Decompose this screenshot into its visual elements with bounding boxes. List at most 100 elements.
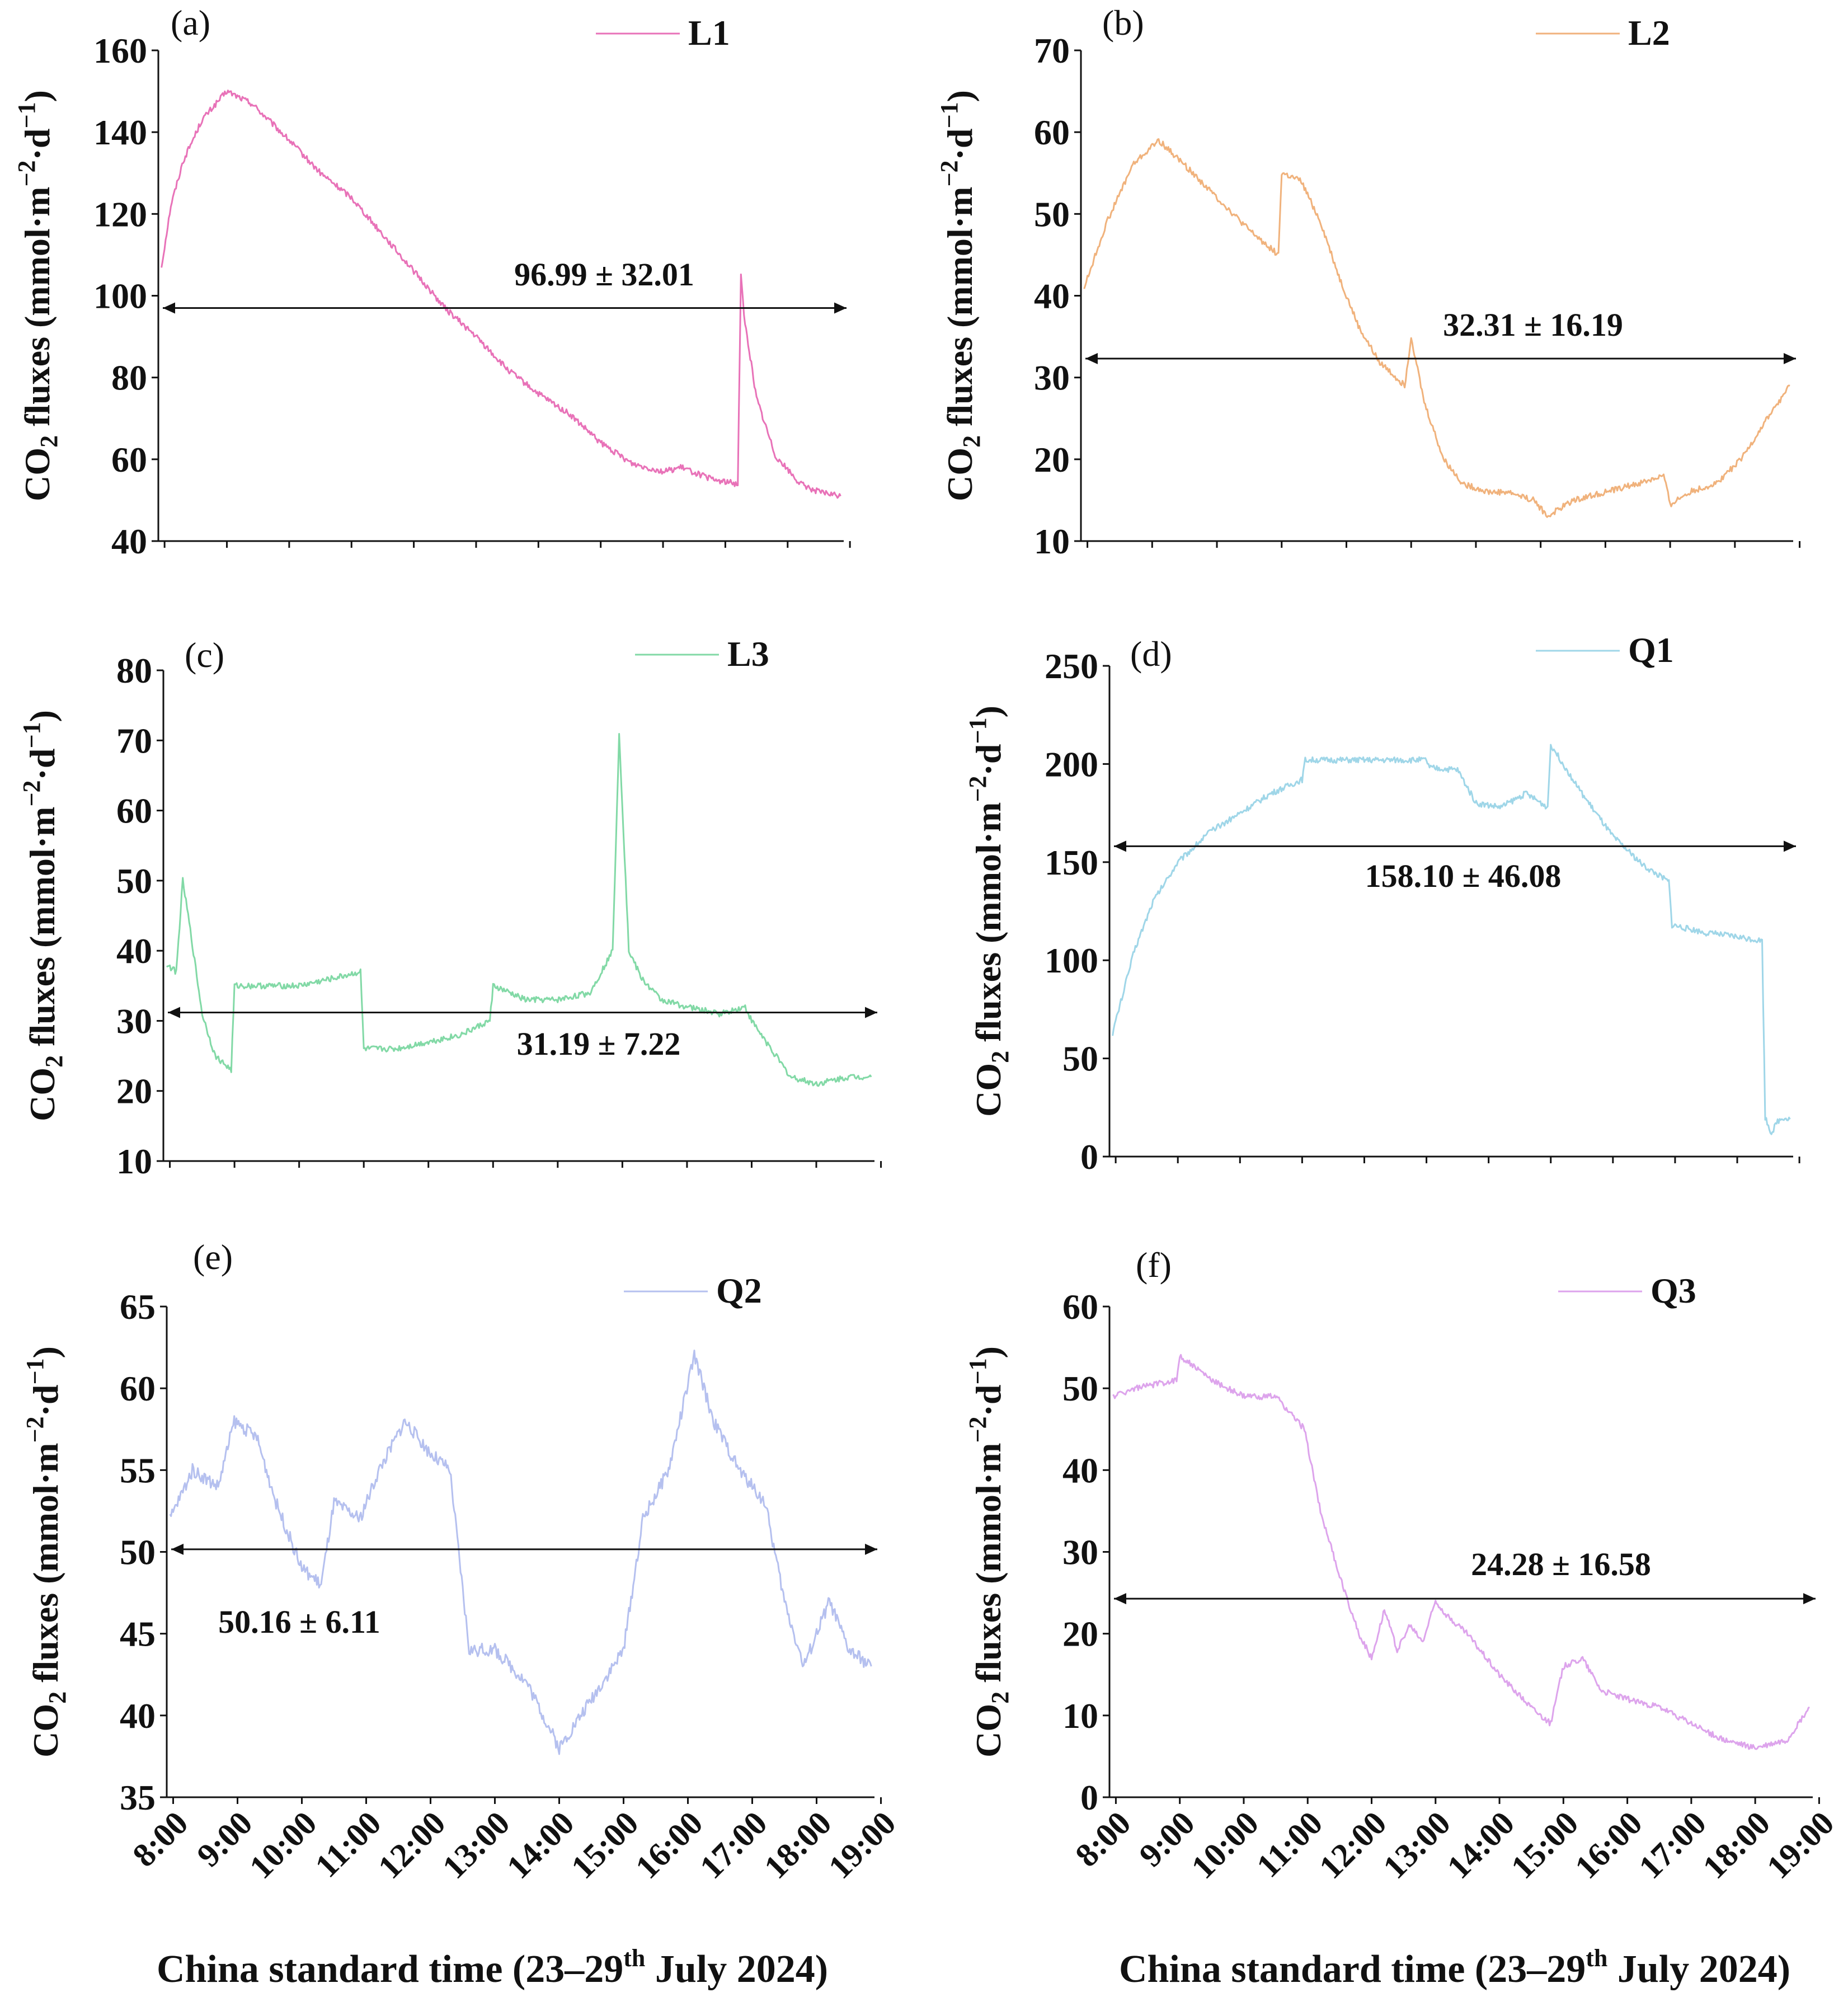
x-tick-label: 16:00 bbox=[628, 1805, 710, 1886]
y-tick-label: 120 bbox=[93, 194, 147, 234]
chart-panel-d: 0 50 100 150 200 250 158.10 ± 46.08 Q1 (d) CO2 fl… bbox=[964, 630, 1800, 1177]
series-line-Q1 bbox=[1112, 744, 1791, 1135]
panel-letter: (d) bbox=[1130, 634, 1172, 674]
y-tick-label: 20 bbox=[1062, 1614, 1098, 1654]
arrow-head-right bbox=[865, 1007, 877, 1018]
panel-letter: (e) bbox=[193, 1237, 233, 1277]
x-tick-label: 10:00 bbox=[242, 1805, 324, 1886]
y-tick-label: 50 bbox=[1062, 1039, 1098, 1079]
y-axis-title: CO2 fluxes (mmol·m−2·d−1) bbox=[964, 706, 1014, 1117]
y-axis-title: CO2 fluxes (mmol·m−2·d−1) bbox=[964, 1346, 1014, 1758]
x-tick-label: 17:00 bbox=[693, 1805, 774, 1886]
y-tick-label: 30 bbox=[116, 1001, 152, 1041]
y-tick-label: 30 bbox=[1062, 1533, 1098, 1572]
x-tick-label: 15:00 bbox=[1504, 1805, 1586, 1886]
y-tick-label: 40 bbox=[116, 931, 152, 971]
chart-panel-b: 10 20 30 40 50 60 70 32.31 ± 16.19 L2 (b) CO2 flux… bbox=[935, 3, 1801, 561]
arrow-head-right bbox=[834, 302, 847, 314]
series-line-Q3 bbox=[1112, 1354, 1810, 1750]
series-line-L1 bbox=[161, 90, 841, 499]
y-tick-label: 40 bbox=[120, 1696, 156, 1736]
y-tick-label: 80 bbox=[111, 358, 147, 398]
y-tick-label: 100 bbox=[1045, 941, 1098, 980]
x-tick-label: 11:00 bbox=[308, 1805, 388, 1885]
x-tick-label: 12:00 bbox=[1312, 1805, 1394, 1886]
x-tick-label: 19:00 bbox=[1760, 1805, 1841, 1886]
y-tick-label: 80 bbox=[116, 651, 152, 690]
series-line-L3 bbox=[166, 733, 872, 1087]
panel-letter: (b) bbox=[1102, 3, 1144, 43]
x-tick-label: 18:00 bbox=[757, 1805, 839, 1886]
y-tick-label: 20 bbox=[1034, 440, 1070, 480]
mean-annotation: 24.28 ± 16.58 bbox=[1471, 1546, 1651, 1582]
y-tick-label: 50 bbox=[1062, 1369, 1098, 1408]
y-axis-title: CO2 fluxes (mmol·m−2·d−1) bbox=[18, 710, 68, 1121]
y-tick-label: 30 bbox=[1034, 358, 1070, 398]
mean-annotation: 32.31 ± 16.19 bbox=[1443, 307, 1623, 343]
x-tick-label: 18:00 bbox=[1696, 1805, 1778, 1886]
y-tick-label: 60 bbox=[1034, 112, 1070, 152]
y-tick-label: 100 bbox=[93, 276, 147, 316]
y-tick-label: 20 bbox=[116, 1072, 152, 1111]
x-axis-title-right: China standard time (23–29th July 2024) bbox=[1119, 1944, 1790, 1991]
chart-panel-f: 01020304050608:009:0010:0011:0012:0013:0… bbox=[964, 1245, 1841, 1886]
y-tick-label: 50 bbox=[120, 1533, 156, 1572]
arrow-head-right bbox=[1784, 353, 1796, 364]
y-tick-label: 10 bbox=[1062, 1696, 1098, 1736]
panel-letter: (f) bbox=[1136, 1245, 1172, 1285]
y-tick-label: 60 bbox=[120, 1369, 156, 1408]
x-tick-label: 13:00 bbox=[435, 1805, 517, 1886]
y-tick-label: 250 bbox=[1045, 646, 1098, 686]
panel-letter: (a) bbox=[171, 3, 210, 43]
arrow-head-left bbox=[168, 1007, 180, 1018]
y-tick-label: 70 bbox=[1034, 31, 1070, 71]
x-axis-title-left: China standard time (23–29th July 2024) bbox=[157, 1944, 828, 1991]
y-tick-label: 10 bbox=[1034, 521, 1070, 561]
y-tick-label: 40 bbox=[111, 521, 147, 561]
y-tick-label: 55 bbox=[120, 1450, 156, 1490]
mean-annotation: 96.99 ± 32.01 bbox=[514, 256, 694, 293]
arrow-head-right bbox=[1784, 840, 1796, 852]
y-tick-label: 60 bbox=[111, 440, 147, 480]
x-tick-label: 14:00 bbox=[1440, 1805, 1522, 1886]
y-tick-label: 60 bbox=[1062, 1287, 1098, 1327]
arrow-head-right bbox=[865, 1543, 877, 1555]
x-tick-label: 15:00 bbox=[564, 1805, 646, 1886]
y-tick-label: 40 bbox=[1062, 1450, 1098, 1490]
panel-letter: (c) bbox=[185, 635, 224, 675]
y-tick-label: 200 bbox=[1045, 744, 1098, 784]
mean-annotation: 31.19 ± 7.22 bbox=[517, 1026, 681, 1062]
y-tick-label: 0 bbox=[1080, 1778, 1098, 1817]
chart-panel-e: 354045505560658:009:0010:0011:0012:0013:… bbox=[21, 1237, 903, 1886]
y-tick-label: 45 bbox=[120, 1614, 156, 1654]
arrow-head-right bbox=[1803, 1593, 1816, 1605]
chart-panel-c: 10 20 30 40 50 60 70 80 31.19 ± 7.22 L3 (c) CO2 flu… bbox=[18, 634, 882, 1181]
legend-label: L2 bbox=[1628, 13, 1670, 53]
x-tick-label: 11:00 bbox=[1249, 1805, 1329, 1885]
x-tick-label: 8:00 bbox=[1068, 1805, 1137, 1874]
arrow-head-left bbox=[1114, 840, 1126, 852]
arrow-head-left bbox=[163, 302, 175, 314]
y-tick-label: 140 bbox=[93, 112, 147, 152]
series-line-L2 bbox=[1083, 138, 1790, 518]
x-tick-label: 16:00 bbox=[1568, 1805, 1649, 1886]
series-line-Q2 bbox=[169, 1350, 872, 1755]
x-tick-label: 10:00 bbox=[1184, 1805, 1266, 1886]
y-tick-label: 0 bbox=[1080, 1137, 1098, 1177]
y-tick-label: 65 bbox=[120, 1287, 156, 1327]
legend-label: Q2 bbox=[716, 1271, 762, 1310]
y-tick-label: 160 bbox=[93, 31, 147, 71]
arrow-head-left bbox=[1114, 1593, 1126, 1605]
y-axis-title: CO2 fluxes (mmol·m−2·d−1) bbox=[935, 90, 985, 501]
y-tick-label: 50 bbox=[116, 861, 152, 901]
mean-annotation: 158.10 ± 46.08 bbox=[1365, 858, 1562, 894]
legend-label: L3 bbox=[727, 634, 769, 674]
x-axis-titles: China standard time (23–29th July 2024) C… bbox=[157, 1944, 1790, 1991]
legend-label: Q3 bbox=[1650, 1271, 1696, 1310]
legend-label: L1 bbox=[688, 13, 730, 53]
y-tick-label: 50 bbox=[1034, 194, 1070, 234]
y-tick-label: 150 bbox=[1045, 843, 1098, 882]
y-axis-title: CO2 fluxes (mmol·m−2·d−1) bbox=[21, 1346, 71, 1758]
